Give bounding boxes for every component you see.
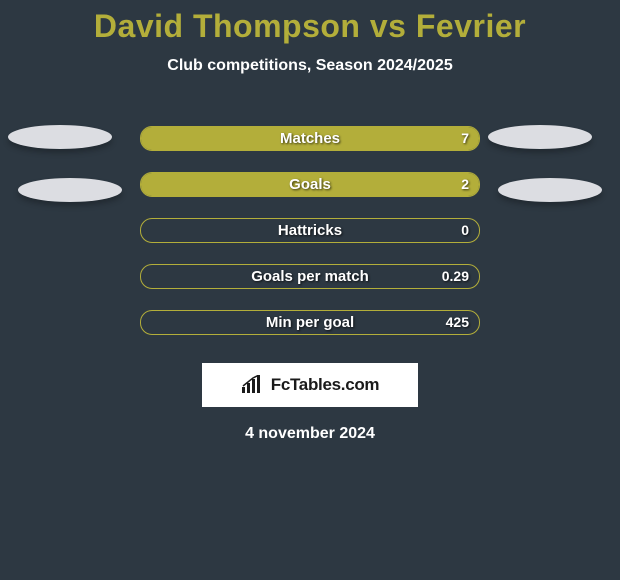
- stat-bar: Goals 2: [140, 172, 480, 197]
- avatar-placeholder-ellipse: [488, 125, 592, 149]
- stat-value-right: 2: [461, 176, 469, 192]
- stat-value-right: 425: [446, 314, 469, 330]
- stat-value-right: 7: [461, 130, 469, 146]
- footer-date: 4 november 2024: [0, 425, 620, 443]
- avatar-placeholder-ellipse: [498, 178, 602, 202]
- stat-bar: Goals per match 0.29: [140, 264, 480, 289]
- stat-row: Min per goal 425: [0, 299, 620, 345]
- stat-bar: Hattricks 0: [140, 218, 480, 243]
- stat-row: Hattricks 0: [0, 207, 620, 253]
- stat-label: Hattricks: [278, 222, 342, 239]
- stat-bar: Matches 7: [140, 126, 480, 151]
- brand-bars-icon: [241, 375, 265, 395]
- stat-value-right: 0.29: [442, 268, 469, 284]
- avatar-placeholder-ellipse: [8, 125, 112, 149]
- stat-label: Min per goal: [266, 314, 354, 331]
- page-title: David Thompson vs Fevrier: [0, 8, 620, 45]
- avatar-placeholder-ellipse: [18, 178, 122, 202]
- stat-bar: Min per goal 425: [140, 310, 480, 335]
- stat-label: Matches: [280, 130, 340, 147]
- stat-row: Goals per match 0.29: [0, 253, 620, 299]
- stat-label: Goals per match: [251, 268, 369, 285]
- brand-text: FcTables.com: [271, 375, 380, 395]
- stat-label: Goals: [289, 176, 331, 193]
- page-subtitle: Club competitions, Season 2024/2025: [0, 57, 620, 75]
- stat-value-right: 0: [461, 222, 469, 238]
- brand-box: FcTables.com: [202, 363, 418, 407]
- stats-area: Matches 7 Goals 2 Hattricks 0 Goals per match 0…: [0, 115, 620, 345]
- comparison-infographic: David Thompson vs Fevrier Club competiti…: [0, 0, 620, 443]
